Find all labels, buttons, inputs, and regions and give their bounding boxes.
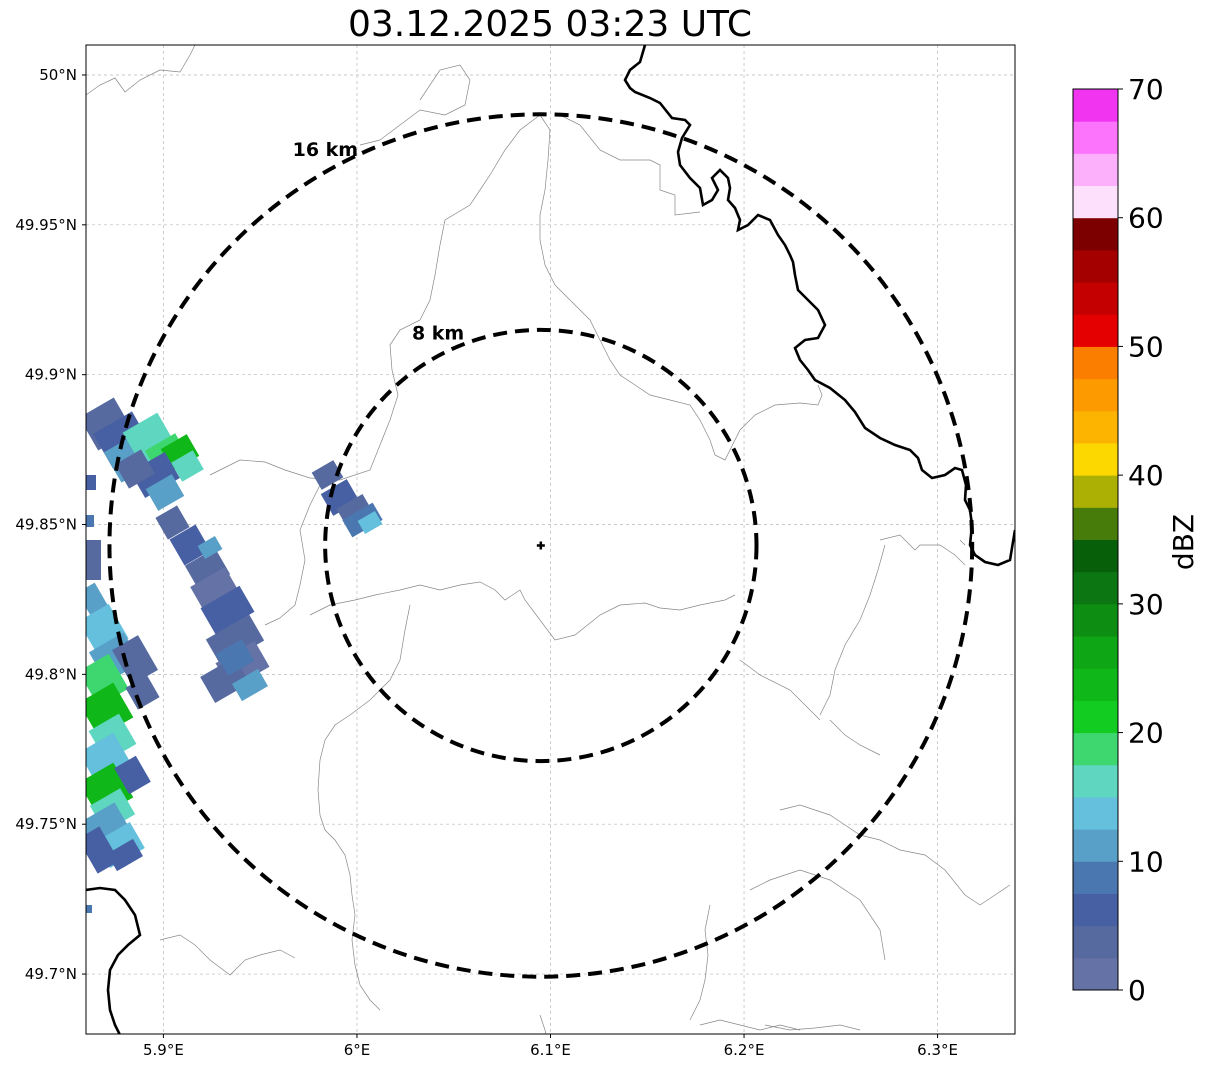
range-ring bbox=[107, 112, 975, 979]
echo-cell bbox=[145, 474, 185, 511]
echo-cell bbox=[86, 905, 92, 913]
colorbar-bin bbox=[1073, 539, 1118, 573]
colorbar-bin bbox=[1073, 668, 1118, 701]
y-tick-label: 50°N bbox=[39, 66, 77, 84]
range-rings: 8 km 16 km bbox=[107, 112, 975, 979]
echo-cell bbox=[215, 639, 255, 676]
echo-cell bbox=[86, 475, 96, 490]
echo-cell bbox=[171, 450, 204, 482]
colorbar-frame bbox=[1072, 88, 1119, 991]
y-tick-label: 49.75°N bbox=[15, 815, 77, 833]
colorbar-bin bbox=[1073, 153, 1118, 187]
colorbar-bin bbox=[1073, 764, 1118, 798]
colorbar-bin bbox=[1073, 378, 1118, 412]
echo-cell bbox=[107, 838, 143, 872]
echo-cell bbox=[115, 449, 155, 489]
latitude-ticks: 50°N 49.95°N 49.9°N 49.85°N 49.8°N 49.75°N 49.… bbox=[15, 66, 86, 983]
colorbar-tick-label: 30 bbox=[1128, 588, 1164, 621]
colorbar-bin bbox=[1073, 442, 1118, 476]
x-tick-label: 5.9°E bbox=[143, 1041, 184, 1059]
x-tick-label: 6°E bbox=[344, 1041, 371, 1059]
colorbar-bin bbox=[1073, 732, 1118, 766]
echo-cell bbox=[232, 668, 268, 702]
echo-cell bbox=[200, 585, 255, 635]
colorbar-tick-label: 40 bbox=[1128, 459, 1164, 492]
colorbar-tick-label: 60 bbox=[1128, 202, 1164, 235]
y-tick-label: 49.95°N bbox=[15, 216, 77, 234]
colorbar-bin bbox=[1073, 121, 1118, 154]
colorbar-bin bbox=[1073, 636, 1118, 669]
longitude-ticks: 5.9°E 6°E 6.1°E 6.2°E 6.3°E bbox=[143, 1034, 958, 1059]
colorbar-bin bbox=[1073, 475, 1118, 508]
echo-cell bbox=[184, 548, 231, 592]
colorbar-bin bbox=[1073, 829, 1118, 862]
echo-cell bbox=[155, 505, 190, 540]
reflectivity-echoes bbox=[86, 397, 383, 913]
echo-cell bbox=[112, 635, 158, 685]
colorbar-tick-label: 20 bbox=[1128, 717, 1164, 750]
colorbar: 0 10 20 30 40 50 60 70 bbox=[1072, 73, 1164, 1007]
range-ring-label: 16 km bbox=[293, 139, 359, 161]
y-tick-label: 49.9°N bbox=[25, 366, 77, 384]
colorbar-bin bbox=[1073, 185, 1118, 219]
echo-cell bbox=[357, 511, 383, 534]
colorbar-bin bbox=[1073, 282, 1118, 315]
x-tick-label: 6.2°E bbox=[724, 1041, 765, 1059]
national-borders bbox=[86, 45, 1015, 1034]
colorbar-bin bbox=[1073, 346, 1118, 380]
colorbar-bin bbox=[1073, 893, 1118, 927]
colorbar-tick-label: 70 bbox=[1128, 73, 1164, 106]
x-tick-label: 6.1°E bbox=[530, 1041, 571, 1059]
admin-boundaries bbox=[86, 45, 1011, 1034]
map-title: 03.12.2025 03:23 UTC bbox=[347, 4, 753, 45]
colorbar-bin bbox=[1073, 603, 1118, 637]
colorbar-bin bbox=[1073, 700, 1118, 734]
radar-site-marker bbox=[536, 541, 545, 550]
range-ring-label: 8 km bbox=[412, 323, 464, 345]
echo-cell bbox=[197, 536, 223, 559]
y-tick-label: 49.8°N bbox=[25, 665, 77, 683]
echo-cell bbox=[130, 452, 180, 498]
map-gridlines bbox=[86, 45, 1015, 1034]
colorbar-label: dBZ bbox=[1167, 514, 1200, 570]
echo-cell bbox=[86, 540, 101, 580]
echo-cell bbox=[86, 515, 94, 527]
echo-cell bbox=[311, 460, 344, 490]
echo-cell bbox=[86, 826, 120, 874]
colorbar-bin bbox=[1073, 796, 1118, 830]
echo-cell bbox=[190, 567, 240, 613]
colorbar-bin bbox=[1073, 410, 1118, 444]
colorbar-bin bbox=[1073, 89, 1118, 122]
colorbar-bin bbox=[1073, 571, 1118, 605]
colorbar-bin bbox=[1073, 861, 1118, 894]
colorbar-tick-label: 10 bbox=[1128, 845, 1164, 878]
colorbar-bin bbox=[1073, 507, 1118, 540]
colorbar-bin bbox=[1073, 217, 1118, 251]
colorbar-tick-label: 50 bbox=[1128, 330, 1164, 363]
echo-cell bbox=[169, 524, 211, 566]
colorbar-bin bbox=[1073, 957, 1118, 991]
y-tick-label: 49.7°N bbox=[25, 965, 77, 983]
colorbar-bin bbox=[1073, 925, 1118, 959]
colorbar-bin bbox=[1073, 249, 1118, 283]
colorbar-bin bbox=[1073, 314, 1118, 347]
echo-cell bbox=[114, 755, 151, 795]
y-tick-label: 49.85°N bbox=[15, 516, 77, 534]
range-ring bbox=[323, 327, 759, 764]
colorbar-tick-label: 0 bbox=[1128, 974, 1146, 1007]
x-tick-label: 6.3°E bbox=[917, 1041, 958, 1059]
